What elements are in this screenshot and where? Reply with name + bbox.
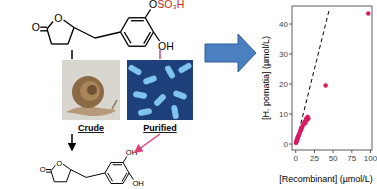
y-tick-label: 40 <box>279 20 288 29</box>
atom-label: SO₃H <box>157 0 184 10</box>
x-tick <box>314 150 315 153</box>
structure: OOOSO₃HOH <box>32 0 185 52</box>
bond <box>113 164 122 165</box>
x-tick <box>333 150 334 153</box>
bond <box>131 20 144 21</box>
bond <box>47 22 53 30</box>
y-tick-label: 0 <box>284 140 289 149</box>
atom-label: O <box>149 0 157 10</box>
bond <box>47 29 52 44</box>
bond <box>129 17 146 18</box>
bond <box>71 170 86 178</box>
snail-shell-core <box>87 85 97 95</box>
bacterium <box>177 62 192 74</box>
point <box>306 116 310 120</box>
x-tick-label: 0 <box>294 154 299 163</box>
bacterium <box>153 93 167 107</box>
bond <box>51 165 55 171</box>
x-tick-label: 25 <box>310 154 319 163</box>
x-tick <box>351 150 352 153</box>
y-tick-label: 10 <box>279 110 288 119</box>
plot-area <box>294 9 371 145</box>
bond <box>46 169 51 170</box>
bond <box>64 20 75 28</box>
bond <box>121 18 129 32</box>
bacterium <box>171 105 179 120</box>
crude-label: Crude <box>78 123 104 133</box>
y-tick <box>289 144 292 145</box>
x-tick-label: 75 <box>347 154 356 163</box>
purified-arrow-top <box>159 50 161 59</box>
crude-arrow-top <box>71 50 73 59</box>
bond <box>86 173 105 177</box>
point <box>366 11 370 15</box>
snail-tentacle <box>112 100 117 109</box>
x-axis-label: [Recombinant] (µmol/L) <box>279 174 373 184</box>
bond <box>123 163 129 173</box>
bond <box>108 173 113 181</box>
bond <box>46 172 51 173</box>
x-tick-label: 100 <box>364 154 377 163</box>
bond <box>111 183 123 184</box>
crude-arrow <box>71 134 73 150</box>
y-tick <box>289 54 292 55</box>
purified-arrow <box>135 134 160 152</box>
bacterium <box>172 90 187 100</box>
bond <box>40 27 47 28</box>
atom-label: O <box>32 21 40 33</box>
y-tick-label: 20 <box>279 80 288 89</box>
bond <box>95 32 121 38</box>
bacterium <box>142 75 157 85</box>
bacterium <box>127 64 142 76</box>
bond <box>122 173 127 181</box>
bond <box>145 10 150 18</box>
bond <box>124 32 131 43</box>
bond <box>63 164 71 170</box>
point <box>323 83 327 87</box>
x-tick <box>370 150 371 153</box>
snail-image <box>62 60 120 120</box>
bond <box>105 173 111 183</box>
snail-shell-whorl <box>80 81 100 101</box>
structure: O O OH OH <box>40 148 144 188</box>
figure: OOOSO₃HOHOOOHOHCrudePurified025507510001… <box>0 0 377 189</box>
photo-bg <box>62 60 120 120</box>
snail-body <box>66 107 116 116</box>
y-tick <box>289 84 292 85</box>
y-axis-label: [H. pomatia] (µmol/L) <box>261 36 271 120</box>
y-tick-label: 30 <box>279 50 288 59</box>
bacterium <box>133 91 148 99</box>
purified-label: Purified <box>143 123 177 133</box>
y-tick <box>289 24 292 25</box>
atom-label: O <box>40 165 46 174</box>
bond <box>66 170 70 182</box>
atom-label: O <box>56 159 62 168</box>
snail-shell <box>72 76 104 108</box>
x-tick <box>295 150 296 153</box>
bond <box>40 30 47 31</box>
x-tick-label: 50 <box>329 154 338 163</box>
bacterium <box>138 108 153 116</box>
bond <box>105 163 111 173</box>
big-arrow <box>205 34 256 72</box>
atom-label: OH <box>132 179 144 188</box>
bond <box>68 28 74 45</box>
photo-bg <box>127 60 193 120</box>
reference-line <box>296 9 330 144</box>
bond <box>129 46 146 47</box>
bond <box>51 171 54 182</box>
bond <box>54 181 66 182</box>
bond <box>121 32 129 46</box>
bacterium <box>164 64 176 79</box>
atom-label: OH <box>126 148 138 157</box>
plot-frame <box>292 6 372 150</box>
bond <box>74 28 95 39</box>
bond <box>145 18 153 32</box>
bond <box>52 43 69 44</box>
bacteria-image <box>127 60 193 120</box>
bond <box>111 162 123 163</box>
atom-label: O <box>54 12 62 24</box>
bond <box>144 32 151 44</box>
y-tick <box>289 114 292 115</box>
